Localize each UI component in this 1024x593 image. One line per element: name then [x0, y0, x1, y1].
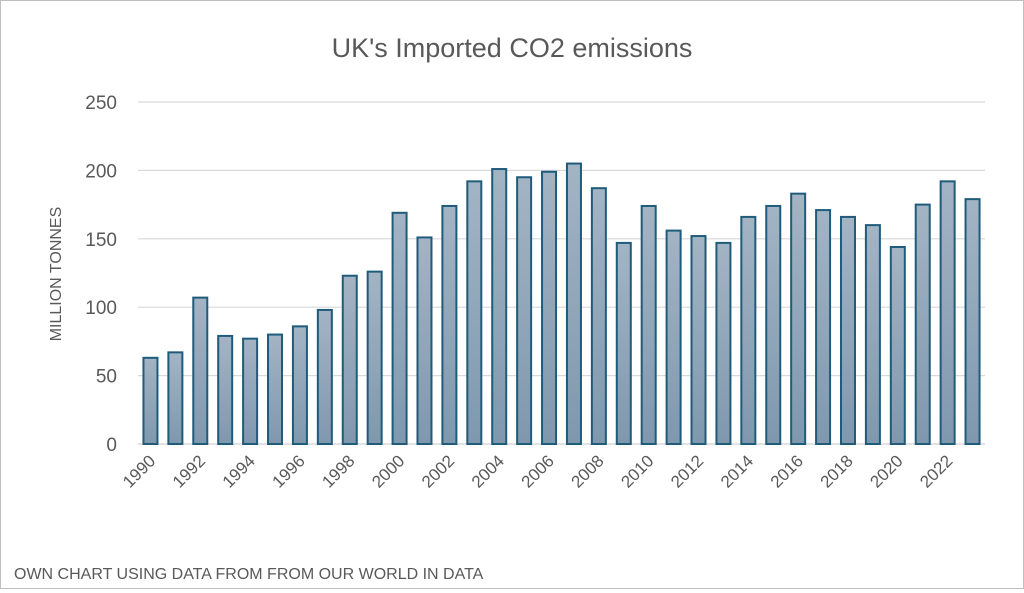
bar-2004: [491, 168, 508, 445]
x-tick-label: 2022: [916, 451, 956, 491]
y-axis-label: MILLION TONNES: [48, 207, 65, 342]
x-tick-label: 2000: [368, 451, 408, 491]
x-tick-label: 2020: [866, 451, 906, 491]
y-tick-label: 50: [96, 367, 117, 388]
bar-2012: [690, 235, 707, 445]
footnote: OWN CHART USING DATA FROM FROM OUR WORLD…: [14, 566, 484, 583]
bar-2006: [541, 170, 558, 445]
x-tick-label: 2018: [817, 451, 857, 491]
bar-2020: [889, 246, 906, 445]
bar-2015: [765, 204, 782, 445]
bar-2019: [864, 224, 881, 445]
bar-2009: [615, 241, 632, 445]
bar-2005: [516, 176, 533, 446]
bar-2011: [665, 229, 682, 445]
y-tick-label: 100: [85, 298, 117, 319]
bar-2000: [391, 211, 408, 445]
bar-2007: [565, 162, 582, 445]
bar-2016: [790, 192, 807, 445]
y-tick-label: 150: [85, 230, 117, 251]
bar-2008: [590, 187, 607, 445]
bar-1997: [316, 308, 333, 445]
x-tick-label: 1996: [269, 451, 309, 491]
bar-2003: [466, 180, 483, 445]
bar-2014: [740, 215, 757, 445]
bar-2002: [441, 204, 458, 445]
bar-1993: [217, 334, 234, 446]
bar-2001: [416, 236, 433, 445]
x-tick-label: 2008: [568, 451, 608, 491]
x-tick-label: 2016: [767, 451, 807, 491]
x-tick-label: 2012: [667, 451, 707, 491]
bar-2022: [939, 180, 956, 445]
bar-2018: [839, 215, 856, 445]
bar-1995: [267, 333, 284, 445]
bar-2023: [964, 198, 981, 445]
x-tick-label: 2014: [717, 451, 757, 491]
x-tick-label: 1998: [318, 451, 358, 491]
bar-2013: [715, 241, 732, 445]
bar-1992: [192, 296, 209, 445]
bar-1998: [341, 274, 358, 445]
chart-title: UK's Imported CO2 emissions: [332, 33, 693, 63]
bar-1994: [242, 337, 259, 445]
y-tick-label: 200: [85, 161, 117, 182]
bar-1991: [167, 351, 184, 445]
x-tick-label: 1994: [219, 451, 259, 491]
bar-2021: [914, 203, 931, 445]
x-tick-label: 2006: [518, 451, 558, 491]
bar-1999: [366, 270, 383, 445]
x-tick-label: 2002: [418, 451, 458, 491]
bar-2017: [815, 209, 832, 445]
bar-2010: [640, 204, 657, 445]
y-tick-label: 0: [106, 435, 117, 456]
bar-1996: [291, 325, 308, 445]
x-tick-label: 1990: [119, 451, 159, 491]
bar-1990: [142, 356, 159, 446]
x-tick-label: 1992: [169, 451, 209, 491]
x-tick-label: 2004: [468, 451, 508, 491]
x-tick-label: 2010: [617, 451, 657, 491]
y-tick-label: 250: [85, 93, 117, 114]
